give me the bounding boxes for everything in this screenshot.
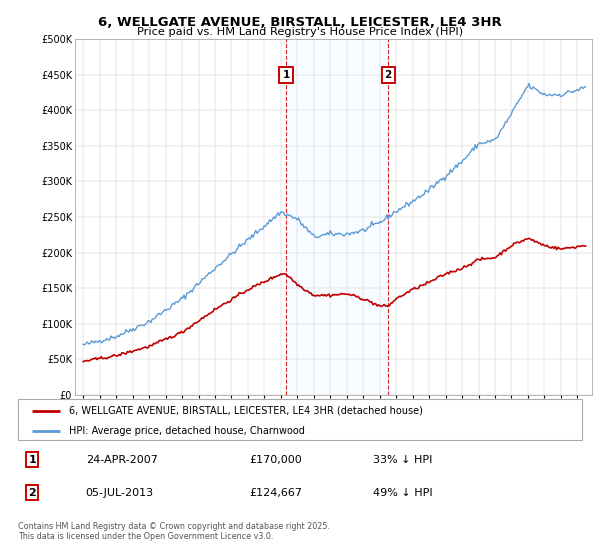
Text: 2: 2 bbox=[385, 70, 392, 80]
Text: 6, WELLGATE AVENUE, BIRSTALL, LEICESTER, LE4 3HR: 6, WELLGATE AVENUE, BIRSTALL, LEICESTER,… bbox=[98, 16, 502, 29]
FancyBboxPatch shape bbox=[18, 399, 582, 440]
Text: 05-JUL-2013: 05-JUL-2013 bbox=[86, 488, 154, 497]
Bar bbox=[286, 39, 388, 395]
Text: HPI: Average price, detached house, Charnwood: HPI: Average price, detached house, Char… bbox=[69, 426, 305, 436]
Text: 6, WELLGATE AVENUE, BIRSTALL, LEICESTER, LE4 3HR (detached house): 6, WELLGATE AVENUE, BIRSTALL, LEICESTER,… bbox=[69, 405, 422, 416]
Text: £170,000: £170,000 bbox=[249, 455, 302, 465]
Text: Contains HM Land Registry data © Crown copyright and database right 2025.
This d: Contains HM Land Registry data © Crown c… bbox=[18, 522, 330, 542]
Text: 1: 1 bbox=[283, 70, 290, 80]
Text: 1: 1 bbox=[28, 455, 36, 465]
Text: Price paid vs. HM Land Registry's House Price Index (HPI): Price paid vs. HM Land Registry's House … bbox=[137, 27, 463, 37]
Text: 24-APR-2007: 24-APR-2007 bbox=[86, 455, 158, 465]
Text: 33% ↓ HPI: 33% ↓ HPI bbox=[373, 455, 433, 465]
Text: 2: 2 bbox=[28, 488, 36, 497]
Text: £124,667: £124,667 bbox=[249, 488, 302, 497]
Text: 49% ↓ HPI: 49% ↓ HPI bbox=[373, 488, 433, 497]
